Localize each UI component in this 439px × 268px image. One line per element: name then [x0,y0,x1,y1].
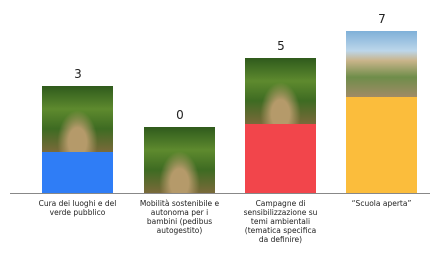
value-label: 7 [346,12,418,26]
category-label: Cura dei luoghi e del verde pubblico [38,199,118,217]
category-label: Campagne di sensibilizzazione su temi am… [241,199,321,244]
category-label: “Scuola aperta” [342,199,422,208]
bar [245,124,316,193]
bar-photo [245,58,316,124]
chart: 3 Cura dei luoghi e del verde pubblico 0 Mo… [0,0,439,268]
bar [42,152,113,193]
value-label: 3 [42,67,114,81]
bar-photo [42,86,113,152]
bar-photo [346,31,417,97]
bar-photo [144,127,215,193]
bar [346,97,417,193]
category-label: Mobilità sostenibile e autonoma per i ba… [140,199,220,235]
value-label: 5 [245,39,317,53]
baseline [10,193,430,194]
value-label: 0 [144,108,216,122]
